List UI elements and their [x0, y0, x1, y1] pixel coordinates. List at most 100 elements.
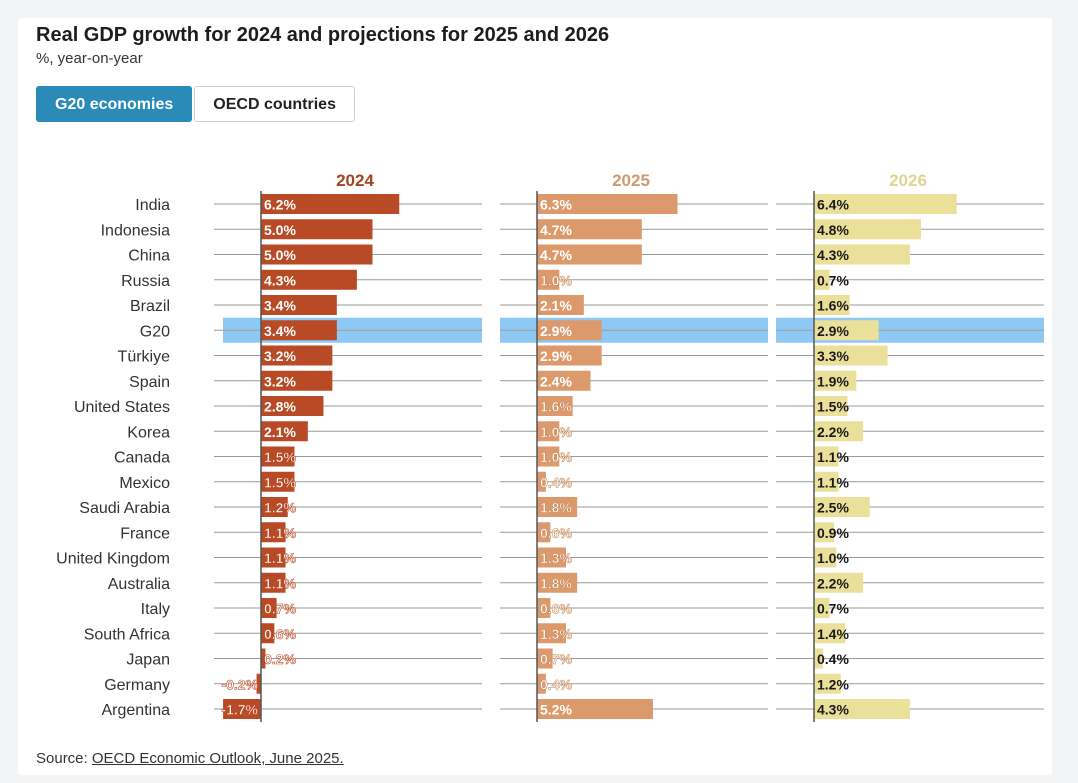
bar-2024-g20 [261, 320, 337, 341]
value-label-2026-china: 4.3% [817, 247, 849, 263]
value-label-2025-italy: 0.6% [540, 601, 572, 617]
bar-2025-indonesia [537, 219, 642, 240]
bar-2024-south-africa [261, 623, 275, 644]
bar-2025-spain [537, 370, 591, 391]
bar-2025-brazil [537, 295, 584, 315]
value-label-2025-japan: 0.7% [540, 651, 572, 667]
value-label-2024-united-states: 2.8% [264, 399, 296, 415]
bar-2026-india [814, 194, 957, 214]
bar-2025-south-africa [537, 623, 566, 644]
bar-2025-russia [537, 269, 560, 290]
series-header-2026: 2026 [889, 171, 927, 190]
value-label-2025-argentina: 5.2% [540, 702, 572, 718]
bar-2026-turkiye [814, 345, 888, 366]
bar-2024-united-kingdom [261, 547, 286, 568]
value-label-2024-saudi-arabia: 1.2% [264, 500, 296, 516]
bar-2026-united-states [814, 396, 848, 416]
category-label-australia: Australia [108, 576, 170, 593]
bar-2026-germany [814, 673, 841, 694]
bar-2026-mexico [814, 471, 839, 492]
category-label-united-kingdom: United Kingdom [56, 551, 170, 568]
value-label-2025-united-states: 1.6% [540, 399, 572, 415]
value-label-2025-g20: 2.9% [540, 323, 572, 339]
bar-2024-france [261, 522, 286, 543]
category-label-france: France [120, 525, 170, 542]
bar-2024-saudi-arabia [261, 497, 288, 517]
bar-2026-argentina [814, 699, 910, 719]
value-label-2025-south-africa: 1.3% [540, 626, 572, 642]
bar-2025-united-states [537, 396, 573, 416]
value-label-2024-turkiye: 3.2% [264, 348, 296, 364]
bar-2026-united-kingdom [814, 547, 837, 568]
value-label-2026-korea: 2.2% [817, 424, 849, 440]
value-label-2026-russia: 0.7% [817, 272, 849, 288]
value-label-2024-china: 5.0% [264, 247, 296, 263]
value-label-2025-saudi-arabia: 1.8% [540, 500, 572, 516]
value-label-2026-canada: 1.1% [817, 449, 849, 465]
value-label-2025-korea: 1.0% [540, 424, 572, 440]
bar-2026-canada [814, 446, 839, 467]
bar-2026-russia [814, 269, 830, 290]
value-label-2024-canada: 1.5% [264, 449, 296, 465]
value-label-2025-turkiye: 2.9% [540, 348, 572, 364]
bar-2024-japan [261, 648, 266, 669]
tab-oecd-countries[interactable]: OECD countries [194, 86, 355, 122]
value-label-2024-russia: 4.3% [264, 272, 296, 288]
category-label-argentina: Argentina [102, 702, 171, 719]
bar-2025-china [537, 244, 642, 265]
bar-2024-china [261, 244, 373, 265]
region-tabs: G20 economies OECD countries [36, 86, 355, 122]
bar-2025-japan [537, 648, 553, 669]
value-label-2025-united-kingdom: 1.3% [540, 550, 572, 566]
value-label-2026-indonesia: 4.8% [817, 222, 849, 238]
value-label-2024-indonesia: 5.0% [264, 222, 296, 238]
bar-2024-russia [261, 269, 357, 290]
bar-2024-argentina [223, 699, 261, 719]
value-label-2024-brazil: 3.4% [264, 298, 296, 314]
value-label-2025-france: 0.6% [540, 525, 572, 541]
category-label-india: India [135, 197, 170, 214]
chart-subtitle: %, year-on-year [36, 50, 143, 67]
value-label-2025-australia: 1.8% [540, 575, 572, 591]
category-label-russia: Russia [121, 273, 170, 290]
series-header-2024: 2024 [336, 171, 374, 190]
value-label-2026-saudi-arabia: 2.5% [817, 500, 849, 516]
category-label-italy: Italy [141, 601, 170, 618]
value-label-2025-germany: 0.4% [540, 676, 572, 692]
bar-2025-mexico [537, 471, 546, 492]
category-label-brazil: Brazil [130, 298, 170, 315]
bar-2025-germany [537, 673, 546, 694]
bar-2025-turkiye [537, 345, 602, 366]
value-label-2026-united-states: 1.5% [817, 399, 849, 415]
value-label-2024-italy: 0.7% [264, 601, 296, 617]
value-label-2024-g20: 3.4% [264, 323, 296, 339]
category-label-mexico: Mexico [119, 475, 170, 492]
value-label-2026-mexico: 1.1% [817, 474, 849, 490]
bar-2025-italy [537, 598, 551, 618]
bar-2026-france [814, 522, 835, 543]
value-label-2024-india: 6.2% [264, 197, 296, 213]
bar-2024-italy [261, 598, 277, 618]
category-label-turkiye: Türkiye [118, 349, 171, 366]
category-label-germany: Germany [104, 677, 170, 694]
value-label-2026-italy: 0.7% [817, 601, 849, 617]
bar-2026-g20 [814, 320, 879, 341]
bar-2024-canada [261, 446, 295, 467]
bar-2024-india [261, 194, 400, 214]
value-label-2024-japan: 0.2% [264, 651, 296, 667]
bar-2025-india [537, 194, 678, 214]
category-label-saudi-arabia: Saudi Arabia [79, 500, 170, 517]
series-header-2025: 2025 [612, 171, 650, 190]
value-label-2026-argentina: 4.3% [817, 702, 849, 718]
value-label-2024-korea: 2.1% [264, 424, 296, 440]
value-label-2024-germany: -0.2% [221, 676, 258, 692]
bar-2024-united-states [261, 396, 324, 416]
bar-2026-china [814, 244, 910, 265]
value-label-2025-spain: 2.4% [540, 373, 572, 389]
bar-2026-australia [814, 572, 864, 593]
bar-2024-brazil [261, 295, 337, 315]
source-link[interactable]: OECD Economic Outlook, June 2025. [91, 750, 344, 767]
bar-2025-canada [537, 446, 560, 467]
tab-g20-economies[interactable]: G20 economies [36, 86, 193, 122]
value-label-2026-germany: 1.2% [817, 676, 849, 692]
